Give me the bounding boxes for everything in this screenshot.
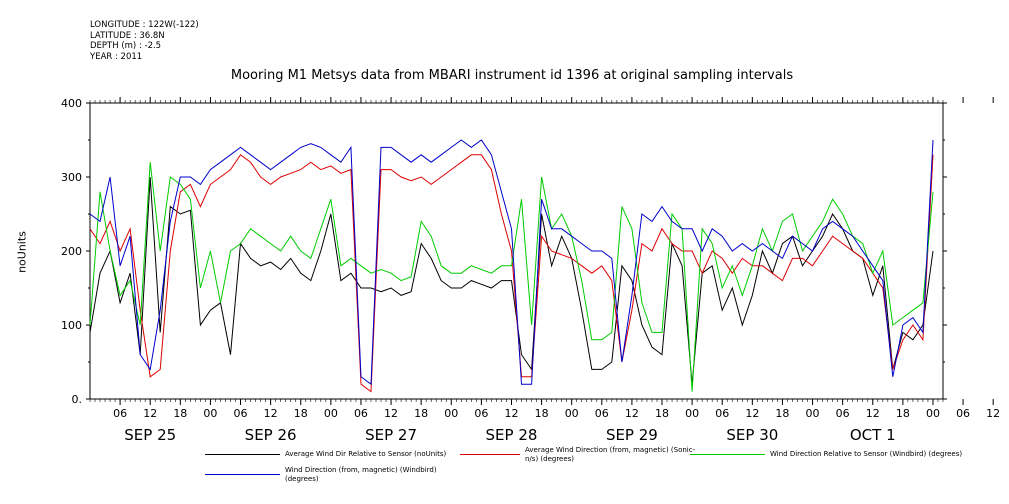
x-tick-label: 12: [264, 407, 278, 420]
legend-swatch: [690, 454, 765, 455]
x-day-label: SEP 28: [486, 426, 538, 444]
legend-label: Average Wind Direction (from, magnetic) …: [525, 446, 696, 463]
legend-swatch: [460, 454, 520, 455]
x-tick-label: 00: [444, 407, 458, 420]
depth-text: DEPTH (m) : -2.5: [90, 41, 162, 51]
x-tick-label: 00: [565, 407, 579, 420]
y-tick-label: 300: [61, 171, 82, 184]
x-day-label: SEP 29: [606, 426, 658, 444]
x-tick-label: 12: [504, 407, 518, 420]
x-tick-label: 18: [655, 407, 669, 420]
x-tick-label: 00: [685, 407, 699, 420]
x-tick-label: 18: [173, 407, 187, 420]
legend-label: Wind Direction (from, magnetic) (Windbir…: [285, 466, 437, 483]
x-tick-label: 18: [294, 407, 308, 420]
series-line-3: [89, 162, 934, 392]
x-tick-label: 12: [143, 407, 157, 420]
y-tick-label: 200: [61, 245, 82, 258]
legend-swatch: [205, 474, 280, 475]
legend-label: Average Wind Dir Relative to Sensor (noU…: [285, 450, 447, 458]
x-tick-label: 00: [806, 407, 820, 420]
x-tick-label: 06: [113, 407, 127, 420]
latitude-text: LATITUDE : 36.8N: [90, 30, 165, 41]
y-tick-label: 400: [61, 97, 82, 110]
x-tick-label: 12: [625, 407, 639, 420]
x-tick-label: 18: [414, 407, 428, 420]
x-tick-label: 00: [324, 407, 338, 420]
x-tick-label: 18: [775, 407, 789, 420]
year-text: YEAR : 2011: [90, 51, 143, 62]
x-day-label: SEP 30: [726, 426, 778, 444]
longitude-text: LONGITUDE : 122W(-122): [90, 20, 199, 30]
x-tick-label: 00: [926, 407, 940, 420]
x-day-label: SEP 26: [245, 426, 297, 444]
series-line-2: [89, 154, 934, 393]
x-day-label: SEP 25: [124, 426, 176, 444]
x-tick-label: 18: [896, 407, 910, 420]
series-line-4: [89, 139, 934, 386]
legend-label: Wind Direction Relative to Sensor (Windb…: [770, 450, 963, 458]
x-tick-label: 00: [203, 407, 217, 420]
legend-swatch: [205, 454, 280, 455]
x-tick-label: 12: [986, 407, 1000, 420]
y-tick-label: 0.: [72, 393, 83, 406]
x-day-label: OCT 1: [850, 426, 896, 444]
x-tick-label: 06: [715, 407, 729, 420]
y-tick-label: 100: [61, 319, 82, 332]
x-tick-label: 12: [866, 407, 880, 420]
x-tick-label: 06: [474, 407, 488, 420]
chart-title: Mooring M1 Metsys data from MBARI instru…: [230, 68, 794, 83]
x-tick-label: 06: [234, 407, 248, 420]
x-tick-label: 06: [956, 407, 970, 420]
x-tick-label: 06: [836, 407, 850, 420]
metadata-block: LONGITUDE : 122W(-122) LATITUDE : 36.8N …: [90, 20, 199, 62]
x-tick-label: 12: [384, 407, 398, 420]
x-day-label: SEP 27: [365, 426, 417, 444]
x-tick-label: 12: [745, 407, 759, 420]
x-tick-label: 06: [354, 407, 368, 420]
plot-frame: [89, 102, 944, 400]
x-tick-label: 18: [535, 407, 549, 420]
x-tick-label: 06: [595, 407, 609, 420]
